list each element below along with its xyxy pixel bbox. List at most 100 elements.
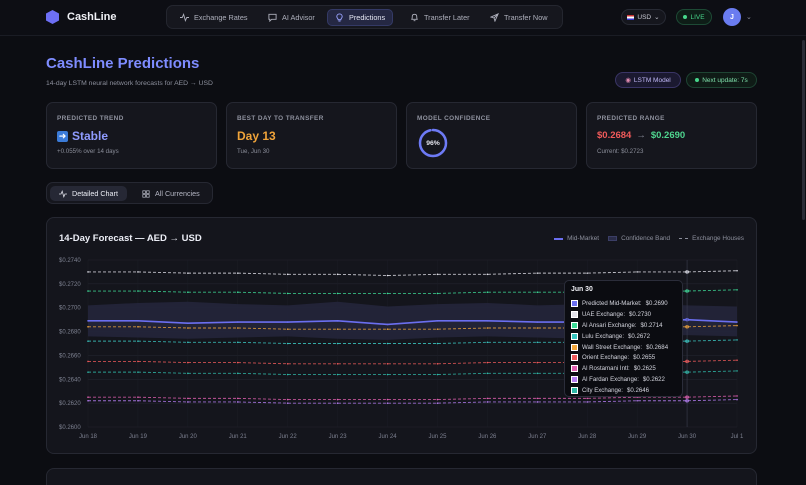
nav-label: Transfer Now (504, 13, 548, 22)
nav-label: Exchange Rates (194, 13, 248, 22)
band-swatch-icon (608, 236, 618, 241)
tooltip-date: Jun 30 (571, 286, 593, 293)
main-nav: Exchange Rates AI Advisor Predictions Tr… (166, 5, 563, 29)
tooltip-swatch-icon (571, 365, 578, 373)
data-point (386, 398, 389, 401)
tooltip-row: City Exchange: $0.2646 (571, 385, 676, 396)
y-tick-label: $0.2600 (59, 425, 81, 431)
tooltip-swatch-icon (571, 354, 578, 362)
top-navbar: CashLine Exchange Rates AI Advisor Predi… (0, 0, 806, 36)
legend-mid-market: Mid-Market (554, 235, 599, 242)
card-label: MODEL CONFIDENCE (417, 115, 491, 122)
y-tick-label: $0.2660 (59, 353, 81, 359)
live-dot-icon (683, 15, 688, 19)
data-point (436, 292, 439, 295)
range-arrow: → (636, 130, 646, 141)
y-tick-label: $0.2640 (59, 377, 81, 383)
data-point (736, 359, 738, 361)
x-tick-label: Jun 19 (129, 434, 148, 440)
data-point (187, 322, 189, 325)
currency-selector[interactable]: USD ⌄ (621, 9, 666, 25)
tooltip-swatch-icon (571, 332, 578, 340)
trend-sub: +0.055% over 14 days (57, 148, 119, 155)
data-point (286, 328, 289, 330)
line-swatch-icon (554, 237, 564, 240)
data-point (187, 272, 189, 274)
chart-legend: Mid-Market Confidence Band Exchange Hous… (554, 235, 744, 242)
data-point (286, 373, 289, 376)
confidence-ring (418, 128, 448, 158)
tooltip-row-value: $0.2714 (640, 321, 663, 329)
tooltip-row-label: Predicted Mid-Market: (582, 299, 642, 307)
trend-value-wrap: ➜ Stable (57, 129, 108, 143)
brain-icon: ◉ (625, 77, 631, 84)
data-point (736, 289, 738, 291)
best-day-value: Day 13 (237, 129, 276, 143)
page-scrollbar[interactable] (802, 40, 805, 220)
tooltip-row-value: $0.2625 (633, 365, 656, 373)
data-point (436, 328, 439, 330)
data-point (736, 370, 738, 372)
chevron-down-icon: ⌄ (654, 14, 660, 21)
user-avatar[interactable]: J (723, 8, 741, 26)
data-point (536, 327, 539, 329)
tooltip-row-value: $0.2622 (642, 376, 665, 384)
tab-all-currencies[interactable]: All Currencies (133, 186, 209, 201)
nav-transfer-later[interactable]: Transfer Later (403, 9, 477, 26)
account-chevron-down-icon[interactable]: ⌄ (746, 14, 752, 21)
bulb-icon (336, 13, 343, 22)
data-point (486, 327, 489, 329)
x-tick-label: Jun 22 (279, 434, 298, 440)
data-point (87, 290, 89, 292)
update-dot-icon (695, 78, 700, 82)
data-point (236, 361, 239, 364)
data-point (386, 402, 389, 404)
nav-predictions[interactable]: Predictions (327, 9, 394, 26)
data-point (187, 397, 189, 400)
data-point (87, 340, 89, 342)
data-point (386, 323, 389, 326)
data-point (87, 399, 89, 402)
nav-transfer-now[interactable]: Transfer Now (483, 9, 555, 26)
data-point (536, 291, 539, 294)
data-point (87, 396, 89, 398)
data-point (286, 402, 289, 404)
tab-detailed-chart[interactable]: Detailed Chart (50, 186, 127, 201)
arrow-right-icon: ➜ (57, 130, 68, 142)
tooltip-swatch-icon (571, 376, 578, 384)
card-model-confidence: MODEL CONFIDENCE 96% (406, 102, 577, 169)
data-point (336, 373, 339, 376)
us-flag-icon (627, 14, 635, 20)
data-point (336, 362, 339, 365)
activity-icon (59, 189, 67, 198)
data-point (286, 342, 289, 345)
series-line-exchange-house (88, 270, 738, 276)
legend-label: Confidence Band (621, 235, 671, 242)
tooltip-swatch-icon (571, 343, 578, 351)
next-section-card (46, 468, 757, 485)
nav-exchange-rates[interactable]: Exchange Rates (173, 9, 255, 26)
data-point (386, 342, 389, 345)
nav-ai-advisor[interactable]: AI Advisor (261, 9, 322, 26)
data-point (436, 342, 439, 345)
app-logo[interactable]: CashLine (46, 10, 117, 24)
data-point (137, 371, 139, 373)
data-point (436, 373, 439, 376)
y-tick-label: $0.2740 (59, 258, 81, 264)
data-point (436, 398, 439, 401)
data-point (236, 372, 239, 375)
card-predicted-range: PREDICTED RANGE $0.2684 → $0.2690 Curren… (586, 102, 757, 169)
tooltip-row-value: $0.2672 (628, 332, 651, 340)
data-point (386, 362, 389, 365)
data-point (236, 397, 239, 400)
data-point (336, 402, 339, 404)
bell-icon (411, 13, 418, 22)
data-point (87, 360, 89, 363)
x-tick-label: Jun 30 (678, 434, 697, 440)
data-point (586, 401, 589, 403)
range-low: $0.2684 (597, 130, 632, 141)
x-tick-label: Jun 24 (379, 434, 398, 440)
data-point (137, 271, 139, 273)
legend-label: Exchange Houses (692, 235, 744, 242)
data-point (236, 401, 239, 403)
